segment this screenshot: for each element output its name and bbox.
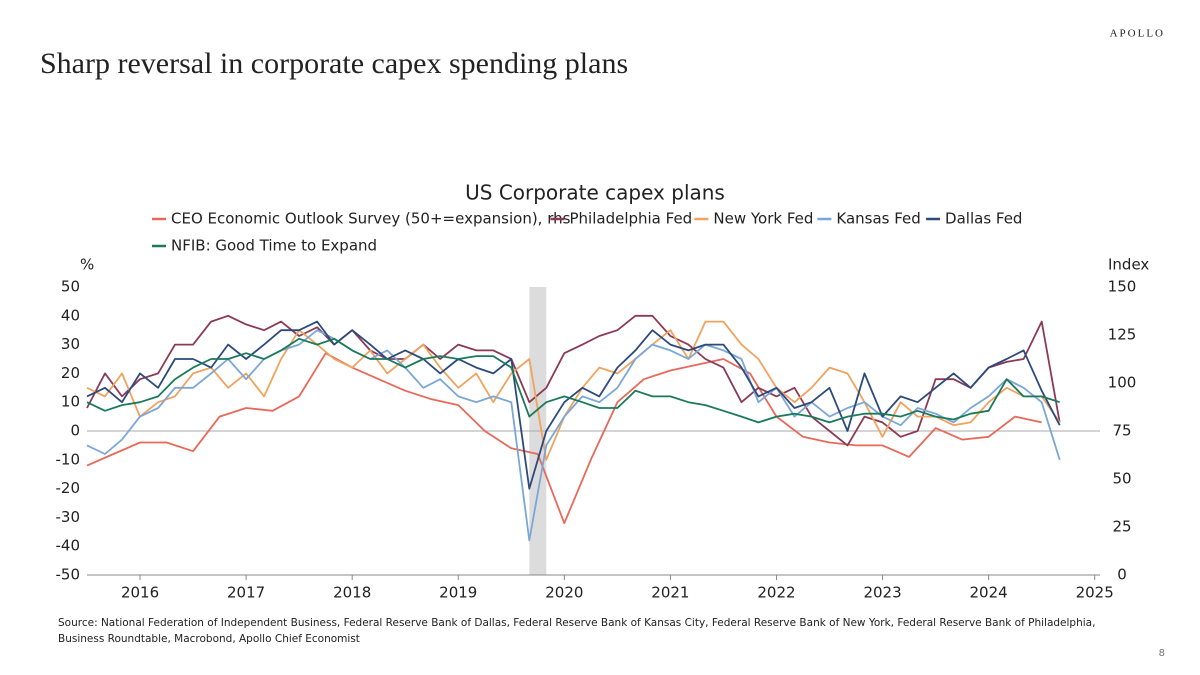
y-tick-label: 10 (61, 393, 80, 411)
x-tick-label: 2020 (545, 584, 583, 602)
y-tick-label: -40 (56, 537, 81, 555)
y2-tick-label: 150 (1108, 278, 1137, 296)
y2-tick-label: 25 (1112, 518, 1131, 536)
legend-label: CEO Economic Outlook Survey (50+=expansi… (171, 210, 571, 228)
brand: APOLLO (1110, 28, 1165, 40)
x-tick-label: 2019 (439, 584, 477, 602)
y2-tick-label: 100 (1108, 374, 1137, 392)
y-tick-label: 40 (61, 306, 80, 324)
series-line (86, 320, 1061, 461)
x-tick-label: 2025 (1076, 584, 1114, 602)
legend-label: Philadelphia Fed (569, 210, 692, 228)
y2-axis-label: Index (1108, 256, 1149, 274)
y-tick-label: -20 (56, 479, 81, 497)
x-tick-label: 2018 (333, 584, 371, 602)
x-tick-label: 2017 (227, 584, 265, 602)
legend-label: Kansas Fed (836, 210, 920, 228)
y-tick-label: 30 (61, 335, 80, 353)
y-tick-label: -30 (56, 508, 81, 526)
y-tick-label: 20 (61, 364, 80, 382)
page-number: 8 (1159, 648, 1165, 659)
source: Source: National Federation of Independe… (58, 617, 1096, 645)
y-tick-label: -10 (56, 450, 81, 468)
x-tick-label: 2024 (970, 584, 1008, 602)
legend-label: NFIB: Good Time to Expand (171, 237, 377, 255)
y-tick-label: -50 (56, 566, 81, 584)
y2-tick-label: 50 (1112, 470, 1131, 488)
series-line (86, 329, 1061, 542)
legend-label: New York Fed (713, 210, 813, 228)
legend-label: Dallas Fed (945, 210, 1022, 228)
y2-tick-label: 0 (1117, 566, 1127, 584)
x-tick-label: 2022 (757, 584, 795, 602)
y-axis-label: % (80, 256, 94, 274)
x-tick-label: 2016 (121, 584, 159, 602)
x-tick-label: 2021 (651, 584, 689, 602)
series-line (86, 314, 1061, 447)
x-tick-label: 2023 (863, 584, 901, 602)
series-line (86, 337, 1060, 424)
y2-tick-label: 75 (1112, 422, 1131, 440)
chart-title: US Corporate capex plans (465, 181, 725, 205)
y-tick-label: 0 (70, 422, 80, 440)
page-title: Sharp reversal in corporate capex spendi… (40, 47, 628, 80)
y2-tick-label: 125 (1108, 326, 1137, 344)
series-line (86, 320, 1061, 490)
y-tick-label: 50 (61, 278, 80, 296)
source-box: Source: National Federation of Independe… (58, 617, 1096, 645)
series-line (86, 352, 1042, 525)
